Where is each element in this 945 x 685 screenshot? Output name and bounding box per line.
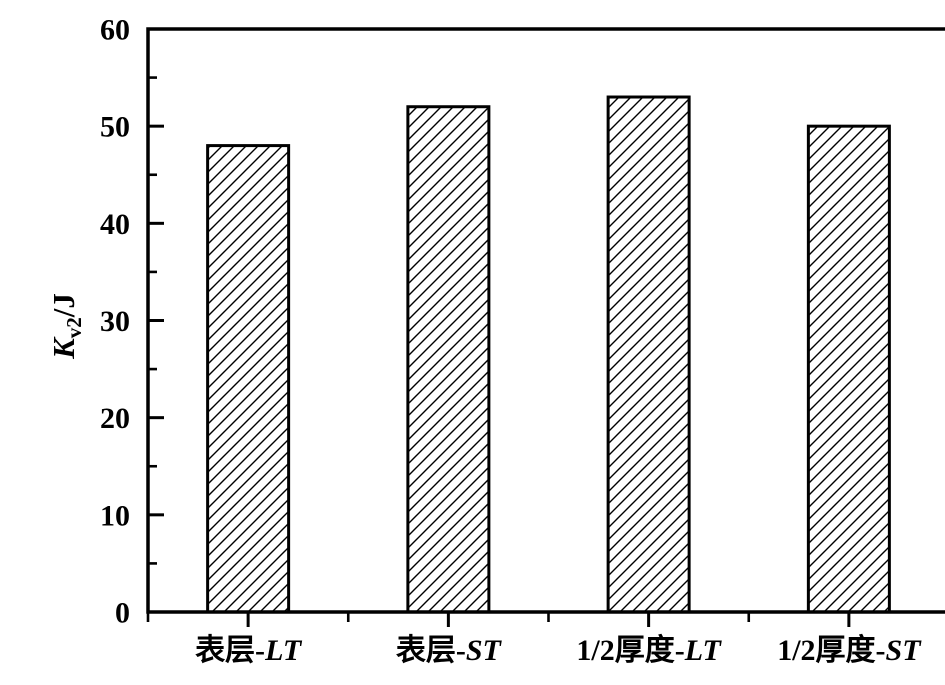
y-tick-label: 10 bbox=[100, 499, 130, 532]
y-tick-label: 20 bbox=[100, 402, 130, 435]
x-label-italic-suffix: LT bbox=[264, 634, 303, 667]
y-axis-title-suffix: /J bbox=[46, 293, 81, 318]
bar-1/2厚度-LT bbox=[606, 95, 691, 614]
x-label-italic-suffix: LT bbox=[684, 634, 723, 667]
y-tick-label: 60 bbox=[100, 16, 130, 47]
y-axis-title: Kv2/J bbox=[46, 293, 86, 360]
x-label-prefix: 表层- bbox=[396, 634, 466, 667]
x-label-italic-suffix: ST bbox=[466, 634, 503, 667]
x-label-prefix: 1/2厚度- bbox=[576, 634, 684, 667]
x-category-label: 1/2厚度-LT bbox=[576, 634, 722, 667]
y-axis-title-subscript: v2 bbox=[62, 317, 86, 338]
x-category-label: 表层-LT bbox=[195, 634, 303, 667]
x-category-label: 1/2厚度-ST bbox=[777, 634, 922, 667]
x-label-prefix: 表层- bbox=[195, 634, 265, 667]
y-axis-title-symbol: K bbox=[46, 336, 81, 360]
x-label-italic-suffix: ST bbox=[886, 634, 923, 667]
y-tick-label: 40 bbox=[100, 208, 130, 241]
bar-表层-ST bbox=[406, 105, 491, 614]
y-tick-label: 0 bbox=[115, 597, 130, 630]
bar-表层-LT bbox=[206, 144, 291, 614]
x-category-label: 表层-ST bbox=[396, 634, 503, 667]
y-tick-label: 50 bbox=[100, 111, 130, 144]
x-label-prefix: 1/2厚度- bbox=[777, 634, 885, 667]
bar-chart-figure: 0 10 20 30 40 50 60 表层-LT 表层-ST 1/2厚度-LT 1/2厚度-ST K… bbox=[40, 16, 945, 669]
bar-1/2厚度-ST bbox=[806, 124, 891, 614]
y-tick-label: 30 bbox=[100, 305, 130, 338]
